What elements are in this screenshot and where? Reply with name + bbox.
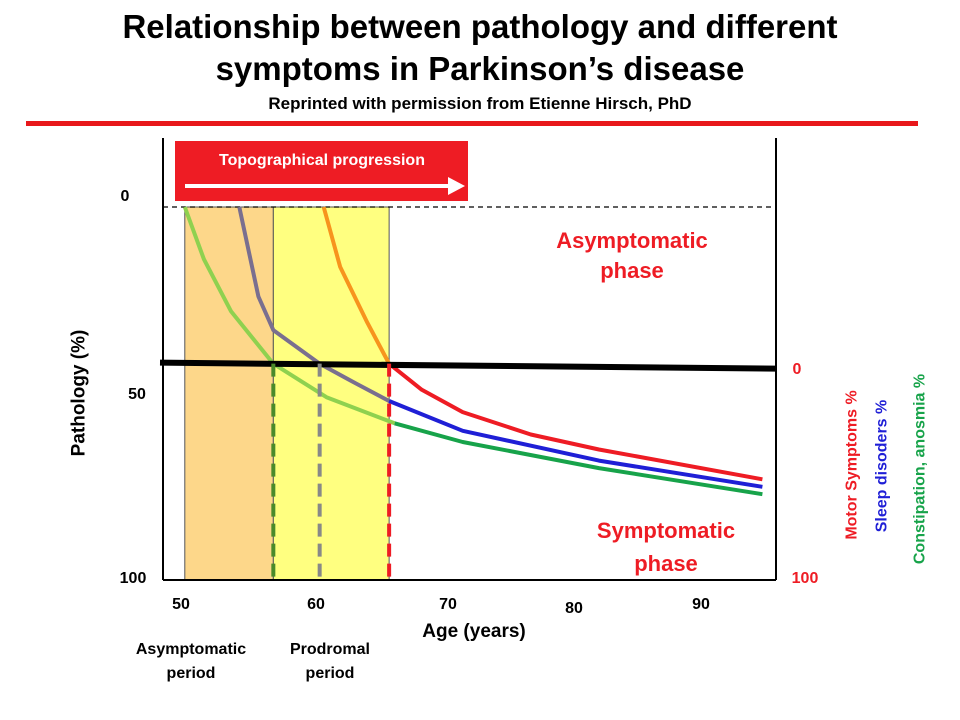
topographical-progression-banner <box>175 141 468 201</box>
chart-subtitle: Reprinted with permission from Etienne H… <box>268 94 692 113</box>
period-caption: Prodromal <box>290 641 370 658</box>
asymptomatic-phase-label: Asymptomatic <box>556 228 708 253</box>
period-caption: period <box>167 665 216 682</box>
right-axis-label-2: Constipation, anosmia % <box>912 374 929 564</box>
symptomatic-phase-label-2: phase <box>634 551 698 576</box>
x-tick-label: 90 <box>692 596 710 613</box>
asymptomatic-phase-label-2: phase <box>600 258 664 283</box>
right-axis-label-1: Sleep disoders % <box>874 400 891 533</box>
symptom-threshold-line <box>159 359 777 372</box>
right-tick-label: 0 <box>793 361 802 378</box>
x-tick-label: 60 <box>307 596 325 613</box>
title-line-2: symptoms in Parkinson’s disease <box>215 50 745 87</box>
x-tick-label: 70 <box>439 596 457 613</box>
title-divider <box>26 121 918 126</box>
x-axis-title: Age (years) <box>422 621 526 642</box>
curve-motor <box>387 362 763 482</box>
x-tick-label: 80 <box>565 600 583 617</box>
symptomatic-phase-label: Symptomatic <box>597 518 735 543</box>
y-tick-label: 50 <box>128 386 146 403</box>
chart-title: Relationship between pathology and diffe… <box>0 6 960 90</box>
progression-arrow-icon <box>185 177 465 195</box>
curve-sleep <box>388 399 763 489</box>
period-caption: Asymptomatic <box>136 641 246 658</box>
y-tick-label: 0 <box>121 188 130 205</box>
y-axis-title: Pathology (%) <box>69 330 90 457</box>
right-axis-label-0: Motor Symptoms % <box>844 390 861 539</box>
x-tick-label: 50 <box>172 596 190 613</box>
curve-constipation <box>394 421 763 497</box>
banner-label: Topographical progression <box>219 152 425 169</box>
y-tick-label: 100 <box>120 570 147 587</box>
title-line-1: Relationship between pathology and diffe… <box>122 8 838 45</box>
asymptomatic-period-region <box>184 206 274 581</box>
curve-early-motor <box>321 206 391 365</box>
right-tick-label: 100 <box>792 570 819 587</box>
period-caption: period <box>306 665 355 682</box>
curve-early-sleep <box>237 206 391 403</box>
curve-early-constipation <box>182 206 396 426</box>
